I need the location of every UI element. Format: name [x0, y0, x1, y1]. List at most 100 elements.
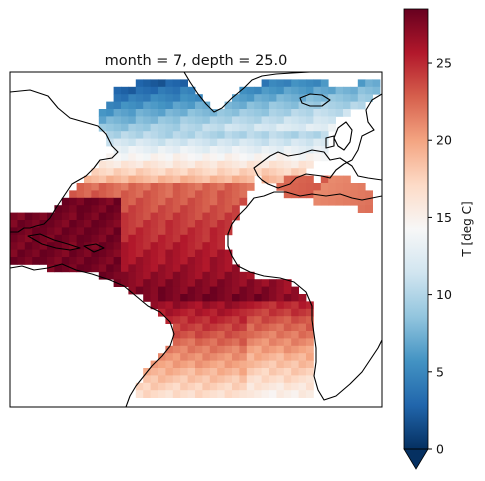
- temperature-cell: [187, 197, 196, 206]
- temperature-cell: [150, 279, 159, 287]
- temperature-cell: [158, 109, 166, 117]
- coastline-iceland: [299, 93, 331, 107]
- temperature-cell: [298, 375, 307, 384]
- temperature-cell: [261, 146, 270, 154]
- temperature-cell: [165, 382, 174, 391]
- temperature-cell: [158, 286, 166, 295]
- temperature-cell: [91, 183, 100, 191]
- temperature-cell: [172, 286, 181, 295]
- temperature-cell: [128, 153, 137, 162]
- temperature-cell: [195, 234, 203, 243]
- colorbar: 0 5 10 15 20 25 T [deg C]: [403, 8, 474, 470]
- temperature-cell: [217, 138, 225, 147]
- temperature-cell: [195, 131, 203, 139]
- temperature-cell: [320, 101, 329, 110]
- temperature-cell: [128, 131, 137, 139]
- temperature-cell: [121, 183, 129, 191]
- temperature-cell: [254, 323, 262, 332]
- temperature-cell: [91, 257, 100, 265]
- temperature-cell: [10, 220, 18, 228]
- temperature-cell: [232, 316, 240, 324]
- temperature-cell: [61, 234, 70, 243]
- temperature-cell: [195, 382, 203, 391]
- temperature-cell: [224, 271, 233, 280]
- temperature-cell: [106, 227, 114, 236]
- temperature-cell: [158, 101, 166, 110]
- temperature-cell: [98, 220, 107, 228]
- temperature-cell: [187, 308, 196, 317]
- temperature-cell: [291, 131, 299, 139]
- temperature-cell: [150, 264, 159, 273]
- temperature-cell: [239, 183, 248, 191]
- temperature-cell: [276, 390, 285, 398]
- temperature-cell: [143, 94, 151, 102]
- temperature-cell: [202, 101, 211, 110]
- temperature-cell: [128, 160, 137, 169]
- temperature-cell: [202, 271, 211, 280]
- temperature-cell: [150, 79, 159, 88]
- temperature-cell: [269, 360, 277, 369]
- temperature-cell: [209, 168, 218, 176]
- temperature-cell: [224, 390, 233, 398]
- temperature-cell: [98, 190, 107, 199]
- temperature-cell: [239, 338, 248, 347]
- temperature-cell: [232, 294, 240, 302]
- temperature-cell: [165, 190, 174, 199]
- temperature-cell: [276, 316, 285, 324]
- temperature-cell: [69, 197, 77, 206]
- temperature-cell: [365, 86, 373, 95]
- temperature-cell: [261, 368, 270, 376]
- temperature-cell: [320, 175, 329, 184]
- temperature-cell: [246, 86, 255, 95]
- temperature-cell: [269, 79, 277, 88]
- temperature-cell: [306, 86, 314, 95]
- temperature-cell: [165, 205, 174, 213]
- temperature-cell: [150, 101, 159, 110]
- colorbar-tick-label: 5: [436, 364, 444, 379]
- temperature-cell: [276, 123, 285, 132]
- temperature-cell: [121, 101, 129, 110]
- temperature-cell: [209, 286, 218, 295]
- temperature-cell: [98, 205, 107, 213]
- temperature-cell: [84, 190, 92, 199]
- temperature-cell: [84, 197, 92, 206]
- temperature-cell: [246, 138, 255, 147]
- temperature-cell: [187, 190, 196, 199]
- temperature-cell: [343, 183, 351, 191]
- temperature-cell: [224, 382, 233, 391]
- temperature-cell: [10, 234, 18, 243]
- temperature-cell: [143, 264, 151, 273]
- temperature-cell: [298, 175, 307, 184]
- temperature-cell: [180, 146, 188, 154]
- temperature-cell: [217, 294, 225, 302]
- temperature-cell: [172, 242, 181, 250]
- temperature-cell: [269, 331, 277, 339]
- temperature-cell: [291, 116, 299, 125]
- temperature-cell: [202, 301, 211, 310]
- temperature-cell: [69, 257, 77, 265]
- temperature-cell: [195, 138, 203, 147]
- temperature-cell: [158, 360, 166, 369]
- temperature-cell: [283, 316, 292, 324]
- temperature-cell: [143, 294, 151, 302]
- temperature-cell: [143, 183, 151, 191]
- temperature-cell: [254, 101, 262, 110]
- temperature-cell: [217, 205, 225, 213]
- temperature-cell: [98, 249, 107, 258]
- temperature-cell: [306, 160, 314, 169]
- temperature-cell: [180, 160, 188, 169]
- temperature-cell: [224, 190, 233, 199]
- temperature-cell: [135, 234, 144, 243]
- temperature-cell: [246, 146, 255, 154]
- temperature-cell: [180, 168, 188, 176]
- temperature-cell: [276, 286, 285, 295]
- temperature-cell: [172, 86, 181, 95]
- temperature-cell: [261, 86, 270, 95]
- temperature-cell: [195, 146, 203, 154]
- temperature-cell: [195, 220, 203, 228]
- temperature-cell: [232, 375, 240, 384]
- temperature-cell: [113, 160, 122, 169]
- temperature-cell: [209, 212, 218, 221]
- temperature-cell: [165, 264, 174, 273]
- temperature-cell: [106, 271, 114, 280]
